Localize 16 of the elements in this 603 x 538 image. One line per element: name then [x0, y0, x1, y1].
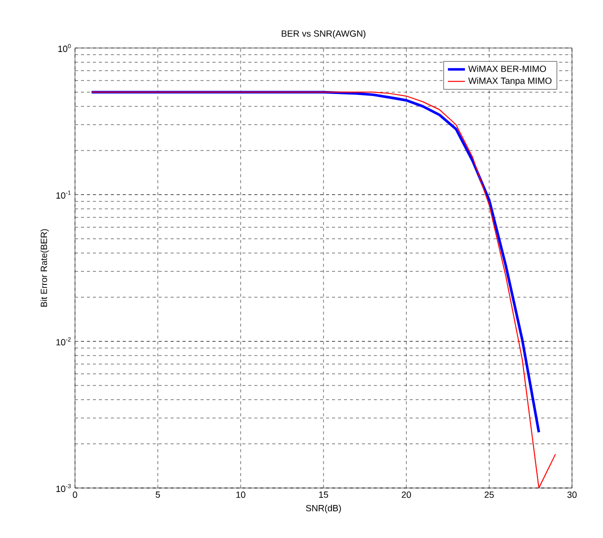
- y-tick-label: 10$^{-3}$: [56, 484, 71, 492]
- legend-label: WiMAX Tanpa MIMO: [468, 77, 552, 86]
- x-tick-label: 15: [319, 492, 328, 498]
- x-tick-label: 30: [567, 492, 577, 498]
- x-tick-label: 25: [484, 492, 494, 498]
- y-axis-title: Bit Error Rate(BER): [40, 229, 49, 307]
- x-tick-label: 20: [402, 492, 411, 498]
- y-tick-label: 10$^{-2}$: [56, 337, 71, 346]
- x-tick-label: 10: [236, 492, 246, 498]
- legend-label: WiMAX BER-MIMO: [468, 65, 546, 72]
- chart-title: BER vs SNR(AWGN): [282, 30, 366, 38]
- x-tick-label: 5: [156, 492, 160, 498]
- x-tick-label: 0: [72, 492, 78, 498]
- x-axis-title: SNR(dB): [306, 504, 341, 514]
- y-tick-label: 10$^{-1}$: [56, 190, 71, 199]
- y-tick-label: 10$^{0}$: [58, 44, 71, 52]
